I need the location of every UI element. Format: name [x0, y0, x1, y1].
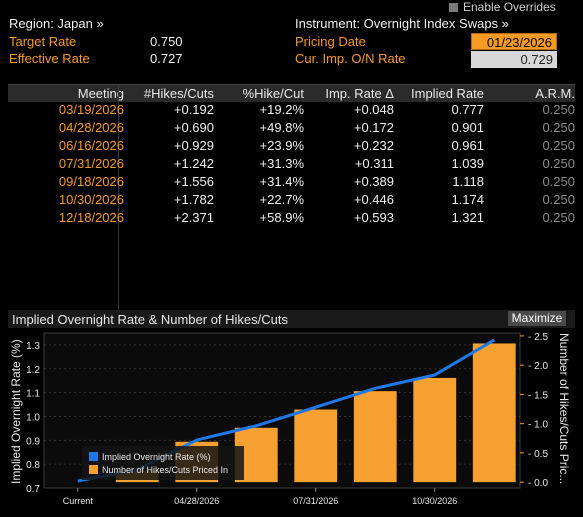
cell-imp-rate-delta: +0.593	[353, 210, 394, 225]
bar	[294, 409, 338, 483]
cell-implied-rate: 0.777	[451, 102, 484, 117]
cur-imp-rate-label: Cur. Imp. O/N Rate	[295, 51, 406, 66]
chart-title: Implied Overnight Rate & Number of Hikes…	[12, 312, 288, 327]
legend-swatch-bar	[89, 465, 98, 474]
instrument-selector[interactable]: Instrument: Overnight Index Swaps »	[295, 16, 509, 31]
cell-imp-rate-delta: +0.311	[354, 156, 394, 171]
cell-pct-hike-cut: +31.3%	[259, 156, 304, 171]
legend-box	[82, 446, 244, 480]
checkbox-icon[interactable]	[449, 3, 458, 12]
left-tick-label: 0.8	[26, 460, 40, 471]
enable-overrides-label: Enable Overrides	[463, 0, 556, 14]
cell-arm: 0.250	[542, 156, 575, 171]
cell-pct-hike-cut: +31.4%	[259, 174, 304, 189]
cell-meeting[interactable]: 07/31/2026	[58, 156, 124, 171]
cell-arm: 0.250	[542, 174, 575, 189]
effective-rate-value: 0.727	[150, 51, 183, 66]
meetings-table	[8, 84, 575, 310]
pricing-date-input[interactable]: 01/23/2026	[471, 33, 557, 50]
legend-swatch-line	[89, 452, 98, 461]
cell-meeting[interactable]: 06/16/2026	[58, 138, 124, 153]
legend-label-line: Implied Overnight Rate (%)	[102, 452, 211, 462]
right-tick-label: - 0.0	[528, 478, 548, 489]
col-hikes-cuts[interactable]: #Hikes/Cuts	[143, 86, 214, 101]
col-implied-rate[interactable]: Implied Rate	[411, 86, 484, 101]
effective-rate-label: Effective Rate	[9, 51, 90, 66]
left-tick-label: 1.2	[26, 365, 40, 376]
right-tick-label: - 1.5	[528, 390, 548, 401]
left-tick-label: 1.3	[26, 341, 40, 352]
rate-chart: 0.7 0.8 0.9 1.0 1.1 1.2 1.3 - 0.0 - 0.5 - 1.0 - 1.…	[0, 328, 583, 517]
cell-imp-rate-delta: +0.389	[353, 174, 394, 189]
cell-arm: 0.250	[542, 210, 575, 225]
cur-imp-rate-input[interactable]: 0.729	[471, 51, 557, 68]
target-rate-value: 0.750	[150, 34, 183, 49]
column-divider	[118, 84, 119, 310]
cell-pct-hike-cut: +22.7%	[259, 192, 304, 207]
region-selector[interactable]: Region: Japan »	[9, 16, 104, 31]
pricing-date-label: Pricing Date	[295, 34, 366, 49]
cell-imp-rate-delta: +0.232	[353, 138, 394, 153]
cell-pct-hike-cut: +23.9%	[259, 138, 304, 153]
col-arm[interactable]: A.R.M.	[535, 86, 575, 101]
cell-pct-hike-cut: +19.2%	[259, 102, 304, 117]
bar	[472, 343, 516, 483]
x-tick-label: 07/31/2026	[293, 496, 338, 506]
col-meeting[interactable]: Meeting	[77, 86, 124, 101]
cell-meeting[interactable]: 03/19/2026	[58, 102, 124, 117]
cell-implied-rate: 1.321	[451, 210, 484, 225]
x-tick-label: 10/30/2026	[412, 496, 457, 506]
cell-imp-rate-delta: +0.048	[353, 102, 394, 117]
right-tick-label: - 1.0	[528, 420, 548, 431]
chart-legend: Implied Overnight Rate (%) Number of Hike…	[82, 446, 244, 480]
col-imp-rate-delta[interactable]: Imp. Rate Δ	[325, 86, 394, 101]
cell-hikes-cuts: +0.690	[173, 120, 214, 135]
cell-meeting[interactable]: 10/30/2026	[58, 192, 124, 207]
cell-pct-hike-cut: +58.9%	[259, 210, 304, 225]
cell-meeting[interactable]: 12/18/2026	[58, 210, 124, 225]
cell-hikes-cuts: +1.556	[173, 174, 214, 189]
chart-title-bar	[8, 310, 575, 328]
legend-label-bar: Number of Hikes/Cuts Priced In	[102, 465, 228, 475]
cell-implied-rate: 1.039	[451, 156, 484, 171]
left-tick-label: 1.0	[26, 412, 40, 423]
bar	[353, 391, 397, 483]
left-tick-label: 1.1	[26, 389, 40, 400]
cell-implied-rate: 0.961	[451, 138, 484, 153]
cell-arm: 0.250	[542, 102, 575, 117]
cell-hikes-cuts: +1.782	[173, 192, 214, 207]
cell-arm: 0.250	[542, 120, 575, 135]
cell-hikes-cuts: +0.929	[173, 138, 214, 153]
enable-overrides-checkbox[interactable]: Enable Overrides	[449, 0, 556, 14]
table-header: Meeting #Hikes/Cuts %Hike/Cut Imp. Rate …	[8, 84, 575, 102]
right-tick-label: - 2.5	[528, 332, 548, 343]
y-axis-label-right: Number of Hikes/Cuts Pric...	[557, 333, 571, 484]
right-tick-label: - 0.5	[528, 449, 548, 460]
left-tick-label: 0.7	[26, 484, 40, 495]
right-tick-label: - 2.0	[528, 361, 548, 372]
bar	[413, 377, 457, 483]
cell-meeting[interactable]: 04/28/2026	[58, 120, 124, 135]
cell-hikes-cuts: +2.371	[173, 210, 214, 225]
cell-arm: 0.250	[542, 138, 575, 153]
maximize-button[interactable]: Maximize	[508, 311, 566, 326]
cell-imp-rate-delta: +0.172	[353, 120, 394, 135]
cell-implied-rate: 1.118	[452, 174, 484, 189]
cell-arm: 0.250	[542, 192, 575, 207]
cell-pct-hike-cut: +49.8%	[259, 120, 304, 135]
cell-hikes-cuts: +0.192	[173, 102, 214, 117]
y-axis-label-left: Implied Overnight Rate (%)	[9, 339, 23, 484]
x-tick-label: Current	[63, 496, 94, 506]
cell-meeting[interactable]: 09/18/2026	[58, 174, 124, 189]
cell-imp-rate-delta: +0.446	[353, 192, 394, 207]
left-tick-label: 0.9	[26, 436, 40, 447]
cell-hikes-cuts: +1.242	[173, 156, 214, 171]
target-rate-label: Target Rate	[9, 34, 77, 49]
cell-implied-rate: 1.174	[451, 192, 484, 207]
x-tick-label: 04/28/2026	[174, 496, 219, 506]
col-pct-hike-cut[interactable]: %Hike/Cut	[242, 86, 304, 101]
cell-implied-rate: 0.901	[451, 120, 484, 135]
